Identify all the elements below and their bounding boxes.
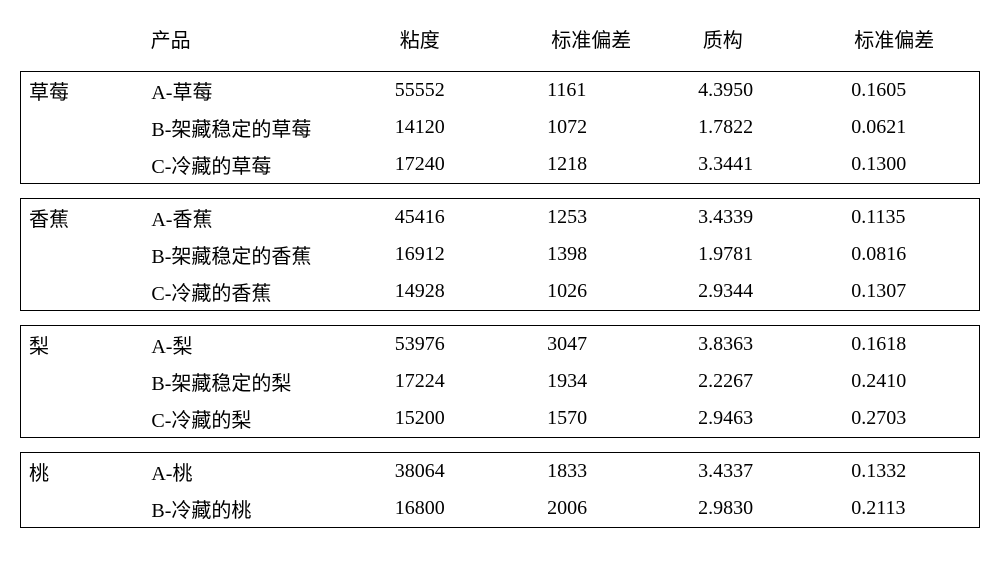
table-row: B-架藏稳定的草莓 14120 1072 1.7822 0.0621 (21, 109, 980, 146)
group-table-banana: 香蕉 A-香蕉 45416 1253 3.4339 0.1135 B-架藏稳定的… (20, 198, 980, 311)
viscosity-cell: 14928 (387, 273, 539, 311)
sd2-cell: 0.1307 (843, 273, 979, 311)
product-cell: B-冷藏的桃 (143, 490, 386, 528)
empty-cell (21, 109, 144, 146)
product-cell: A-草莓 (143, 72, 386, 110)
group-table-peach: 桃 A-桃 38064 1833 3.4337 0.1332 B-冷藏的桃 16… (20, 452, 980, 528)
sd1-cell: 2006 (539, 490, 690, 528)
sd1-cell: 1026 (539, 273, 690, 311)
group-table-pear: 梨 A-梨 53976 3047 3.8363 0.1618 B-架藏稳定的梨 … (20, 325, 980, 438)
table-row: 桃 A-桃 38064 1833 3.4337 0.1332 (21, 453, 980, 491)
viscosity-cell: 17224 (387, 363, 539, 400)
sd2-cell: 0.2113 (843, 490, 979, 528)
texture-cell: 3.4337 (690, 453, 843, 491)
sd1-cell: 1072 (539, 109, 690, 146)
table-row: 梨 A-梨 53976 3047 3.8363 0.1618 (21, 326, 980, 364)
product-cell: B-架藏稳定的香蕉 (143, 236, 386, 273)
sd2-cell: 0.1332 (843, 453, 979, 491)
header-table: 产品 粘度 标准偏差 质构 标准偏差 (20, 20, 980, 57)
sd1-cell: 1218 (539, 146, 690, 184)
viscosity-cell: 14120 (387, 109, 539, 146)
header-sd1: 标准偏差 (543, 20, 694, 57)
empty-cell (21, 490, 144, 528)
sd1-cell: 1833 (539, 453, 690, 491)
sd2-cell: 0.2703 (843, 400, 979, 438)
sd1-cell: 1570 (539, 400, 690, 438)
sd2-cell: 0.1300 (843, 146, 979, 184)
sd1-cell: 1253 (539, 199, 690, 237)
product-cell: B-架藏稳定的草莓 (143, 109, 386, 146)
product-cell: C-冷藏的梨 (143, 400, 386, 438)
header-row: 产品 粘度 标准偏差 质构 标准偏差 (20, 20, 980, 57)
viscosity-cell: 55552 (387, 72, 539, 110)
category-label: 桃 (21, 453, 144, 491)
sd2-cell: 0.1618 (843, 326, 979, 364)
header-empty (20, 20, 143, 57)
table-row: B-架藏稳定的梨 17224 1934 2.2267 0.2410 (21, 363, 980, 400)
product-cell: C-冷藏的草莓 (143, 146, 386, 184)
empty-cell (21, 146, 144, 184)
texture-cell: 2.9344 (690, 273, 843, 311)
header-product: 产品 (143, 20, 392, 57)
sd2-cell: 0.0621 (843, 109, 979, 146)
sd2-cell: 0.1135 (843, 199, 979, 237)
texture-cell: 2.9830 (690, 490, 843, 528)
viscosity-cell: 16912 (387, 236, 539, 273)
group-table-strawberry: 草莓 A-草莓 55552 1161 4.3950 0.1605 B-架藏稳定的… (20, 71, 980, 184)
table-row: B-冷藏的桃 16800 2006 2.9830 0.2113 (21, 490, 980, 528)
sd2-cell: 0.0816 (843, 236, 979, 273)
empty-cell (21, 236, 144, 273)
empty-cell (21, 400, 144, 438)
viscosity-cell: 45416 (387, 199, 539, 237)
table-row: 香蕉 A-香蕉 45416 1253 3.4339 0.1135 (21, 199, 980, 237)
data-tables-container: 产品 粘度 标准偏差 质构 标准偏差 草莓 A-草莓 55552 1161 4.… (20, 20, 980, 528)
texture-cell: 2.9463 (690, 400, 843, 438)
texture-cell: 3.8363 (690, 326, 843, 364)
sd1-cell: 1934 (539, 363, 690, 400)
viscosity-cell: 15200 (387, 400, 539, 438)
texture-cell: 1.7822 (690, 109, 843, 146)
sd2-cell: 0.1605 (843, 72, 979, 110)
table-row: 草莓 A-草莓 55552 1161 4.3950 0.1605 (21, 72, 980, 110)
table-row: C-冷藏的香蕉 14928 1026 2.9344 0.1307 (21, 273, 980, 311)
category-label: 梨 (21, 326, 144, 364)
product-cell: C-冷藏的香蕉 (143, 273, 386, 311)
sd1-cell: 3047 (539, 326, 690, 364)
sd2-cell: 0.2410 (843, 363, 979, 400)
sd1-cell: 1161 (539, 72, 690, 110)
product-cell: A-梨 (143, 326, 386, 364)
product-cell: B-架藏稳定的梨 (143, 363, 386, 400)
texture-cell: 2.2267 (690, 363, 843, 400)
texture-cell: 3.4339 (690, 199, 843, 237)
header-sd2: 标准偏差 (846, 20, 980, 57)
viscosity-cell: 16800 (387, 490, 539, 528)
category-label: 草莓 (21, 72, 144, 110)
product-cell: A-香蕉 (143, 199, 386, 237)
table-row: C-冷藏的梨 15200 1570 2.9463 0.2703 (21, 400, 980, 438)
sd1-cell: 1398 (539, 236, 690, 273)
viscosity-cell: 53976 (387, 326, 539, 364)
texture-cell: 4.3950 (690, 72, 843, 110)
texture-cell: 1.9781 (690, 236, 843, 273)
empty-cell (21, 363, 144, 400)
product-cell: A-桃 (143, 453, 386, 491)
viscosity-cell: 38064 (387, 453, 539, 491)
table-row: C-冷藏的草莓 17240 1218 3.3441 0.1300 (21, 146, 980, 184)
category-label: 香蕉 (21, 199, 144, 237)
texture-cell: 3.3441 (690, 146, 843, 184)
table-row: B-架藏稳定的香蕉 16912 1398 1.9781 0.0816 (21, 236, 980, 273)
viscosity-cell: 17240 (387, 146, 539, 184)
header-viscosity: 粘度 (392, 20, 543, 57)
header-texture: 质构 (695, 20, 846, 57)
empty-cell (21, 273, 144, 311)
